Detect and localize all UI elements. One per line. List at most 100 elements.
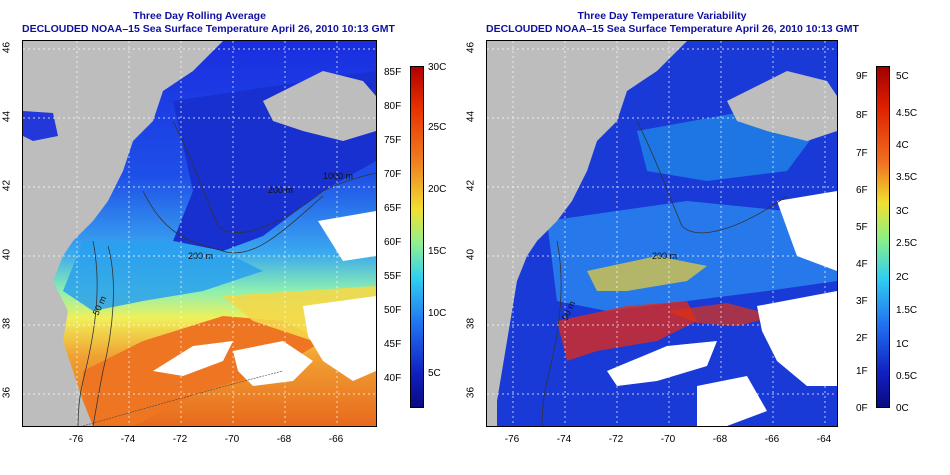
left-title-line2: DECLOUDED NOAA–15 Sea Surface Temperatur… (22, 23, 395, 35)
right-cbar-f-label: 0F (856, 403, 868, 414)
left-lat-label: 36 (1, 386, 13, 399)
contour-line (541, 240, 562, 426)
warm-gulf-stream (83, 316, 323, 426)
cloud-mask (233, 341, 313, 386)
right-cbar-f-label: 1F (856, 366, 868, 377)
right-cbar-f-label: 2F (856, 333, 868, 344)
right-lat-label: 44 (465, 110, 477, 123)
cloud-mask (318, 211, 376, 261)
right-lat-label: 38 (465, 317, 477, 330)
left-cbar-f-label: 55F (384, 271, 402, 282)
contour-line (636, 120, 788, 234)
contour-label-200m-north: 200 m (268, 185, 293, 195)
left-lat-label: 40 (1, 248, 13, 261)
right-lat-label: 36 (465, 386, 477, 399)
right-map-svg: 200 m 50 m (487, 41, 837, 426)
right-cbar-c-label: 2.5C (896, 238, 918, 249)
left-lon-label: -74 (120, 434, 136, 445)
right-cbar-c-label: 3.5C (896, 172, 918, 183)
left-colorbar (410, 66, 424, 408)
right-cbar-c-label: 3C (896, 206, 909, 217)
cloud-mask (777, 191, 837, 271)
contour-label-200m: 200 m (188, 251, 213, 261)
right-lon-label: -68 (712, 434, 728, 445)
right-lon-label: -64 (816, 434, 832, 445)
right-title-line1: Three Day Temperature Variability (577, 10, 747, 22)
nova-scotia-land (263, 71, 376, 141)
left-lon-label: -66 (328, 434, 344, 445)
left-lon-label: -72 (172, 434, 188, 445)
right-variability-map: 200 m 50 m (486, 40, 838, 427)
left-cbar-f-label: 85F (384, 67, 402, 78)
contour-label-1000m: 1000 m (323, 171, 353, 181)
land-mass (487, 41, 687, 426)
contour-label-200m: 200 m (652, 251, 677, 261)
left-cbar-f-label: 50F (384, 305, 402, 316)
left-cbar-c-label: 15C (428, 246, 447, 257)
right-lat-label: 46 (465, 41, 477, 54)
left-cbar-f-label: 75F (384, 135, 402, 146)
cloud-mask (697, 376, 767, 426)
left-cbar-f-label: 65F (384, 203, 402, 214)
right-cbar-f-label: 9F (856, 71, 868, 82)
high-variability-front (667, 303, 777, 326)
right-cbar-f-label: 8F (856, 110, 868, 121)
right-title-line2: DECLOUDED NOAA–15 Sea Surface Temperatur… (486, 23, 859, 35)
left-cbar-f-label: 60F (384, 237, 402, 248)
left-cbar-f-label: 80F (384, 101, 402, 112)
cloud-mask (303, 296, 376, 381)
right-cbar-c-label: 4C (896, 140, 909, 151)
left-sst-map: 1000 m 200 m 50 m 200 m (22, 40, 377, 427)
left-map-svg: 1000 m 200 m 50 m 200 m (23, 41, 376, 426)
cloud-mask (153, 341, 233, 376)
contour-line (142, 190, 324, 254)
left-lat-label: 38 (1, 317, 13, 330)
left-cbar-f-label: 45F (384, 339, 402, 350)
land-mass (23, 41, 223, 426)
track-line (82, 370, 284, 426)
left-cbar-f-label: 40F (384, 373, 402, 384)
right-lon-label: -74 (556, 434, 572, 445)
lake-water (23, 111, 58, 141)
left-cbar-f-label: 70F (384, 169, 402, 180)
nova-scotia-land (727, 71, 837, 141)
right-lon-label: -72 (608, 434, 624, 445)
left-cbar-c-label: 5C (428, 368, 441, 379)
right-cbar-f-label: 6F (856, 185, 868, 196)
right-lon-label: -66 (764, 434, 780, 445)
left-lat-label: 42 (1, 179, 13, 192)
right-cbar-c-label: 4.5C (896, 108, 918, 119)
right-colorbar (876, 66, 890, 408)
contour-line (77, 240, 98, 426)
left-cbar-c-label: 25C (428, 122, 447, 133)
right-lat-label: 42 (465, 179, 477, 192)
right-lat-label: 40 (465, 248, 477, 261)
right-cbar-f-label: 3F (856, 296, 868, 307)
left-cbar-c-label: 10C (428, 308, 447, 319)
left-lon-label: -70 (224, 434, 240, 445)
right-cbar-c-label: 2C (896, 272, 909, 283)
contour-line (172, 120, 376, 233)
right-cbar-c-label: 0C (896, 403, 909, 414)
left-lon-label: -76 (68, 434, 84, 445)
left-lat-label: 44 (1, 110, 13, 123)
contour-line (92, 245, 114, 426)
graticule (23, 41, 376, 426)
cloud-mask (607, 341, 717, 386)
right-cbar-f-label: 4F (856, 259, 868, 270)
right-cbar-c-label: 0.5C (896, 371, 918, 382)
right-cbar-f-label: 7F (856, 148, 868, 159)
left-lat-label: 46 (1, 41, 13, 54)
left-cbar-c-label: 30C (428, 62, 447, 73)
right-cbar-c-label: 5C (896, 71, 909, 82)
slope-water-region (63, 241, 263, 311)
high-variability-front (557, 301, 697, 361)
right-cbar-c-label: 1.5C (896, 305, 918, 316)
right-cbar-c-label: 1C (896, 339, 909, 350)
left-lon-label: -68 (276, 434, 292, 445)
left-cbar-c-label: 20C (428, 184, 447, 195)
cloud-mask (757, 291, 837, 386)
right-lon-label: -70 (660, 434, 676, 445)
left-title-line1: Three Day Rolling Average (133, 10, 266, 22)
right-lon-label: -76 (504, 434, 520, 445)
